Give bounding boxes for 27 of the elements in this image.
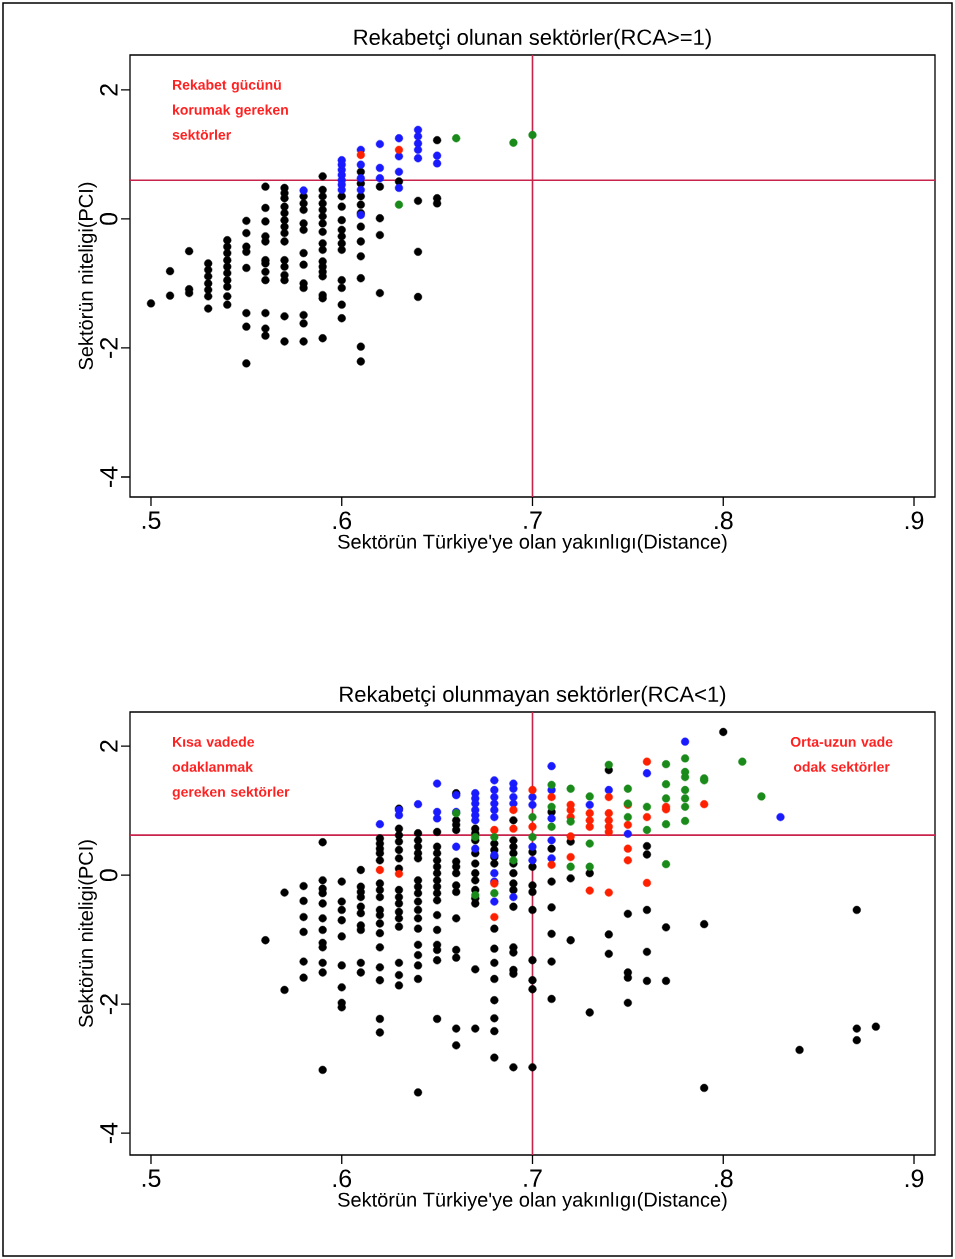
y-tick-label: 2 [100, 84, 118, 96]
y-tick-label: -2 [100, 338, 118, 358]
x-axis-title: Sektörün Türkiye'ye olan yakınlıgı(Distance) [338, 534, 727, 553]
chart-title: Rekabetçi olunmayan sektörler(RCA<1) [340, 685, 726, 707]
y-axis-title: Sektörün niteligi(PCI) [78, 182, 97, 370]
y-tick-label: 2 [100, 740, 118, 752]
x-tick-label: .5 [142, 1169, 161, 1187]
x-tick-label: .9 [905, 511, 924, 530]
x-tick-label: .9 [905, 1169, 924, 1188]
x-tick-label: .7 [524, 511, 542, 529]
x-tick-label: .6 [333, 511, 352, 530]
y-tick-label: -2 [100, 994, 118, 1015]
y-axis-title: Sektörün niteligi(PCI) [78, 840, 97, 1028]
x-axis-title: Sektörün Türkiye'ye olan yakınlıgı(Distance) [338, 1192, 727, 1211]
annotation: Kısa vadede odaklanmak gereken sektörler [172, 736, 290, 800]
annotation: Rekabet gücünü korumak gereken sektörler [172, 79, 288, 140]
y-tick-label: 0 [99, 869, 118, 882]
y-tick-label: 0 [99, 212, 118, 225]
y-tick-label: -4 [100, 466, 118, 487]
x-tick-label: .7 [524, 1169, 542, 1187]
x-tick-label: .5 [142, 511, 161, 529]
x-tick-label: .8 [715, 511, 733, 530]
chart-title: Rekabetçi olunan sektörler(RCA>=1) [354, 28, 711, 50]
y-tick-label: -4 [100, 1122, 118, 1144]
x-tick-label: .8 [715, 1169, 733, 1188]
annotation: Orta-uzun vade odak sektörler [790, 736, 893, 772]
x-tick-label: .6 [333, 1169, 352, 1188]
